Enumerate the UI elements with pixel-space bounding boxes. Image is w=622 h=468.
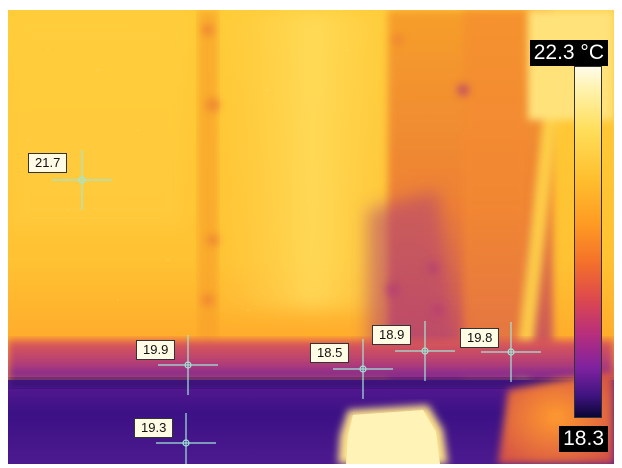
spot-label-1: 21.7 <box>28 153 68 173</box>
spot-label-2: 19.9 <box>136 340 176 360</box>
spot-label-4: 18.5 <box>310 343 350 363</box>
spot-label-5: 18.9 <box>372 325 412 345</box>
thermal-scene <box>8 10 614 464</box>
temperature-scale-bar <box>574 66 602 418</box>
spot-label-6: 19.8 <box>460 328 500 348</box>
scale-max-label: 22.3 °C <box>529 40 608 66</box>
spot-label-3: 19.3 <box>134 418 174 438</box>
scale-min-label: 18.3 <box>559 426 608 452</box>
thermal-image: 21.7 19.9 19.3 18.5 18.9 19.8 22.3 °C 18… <box>8 10 614 464</box>
